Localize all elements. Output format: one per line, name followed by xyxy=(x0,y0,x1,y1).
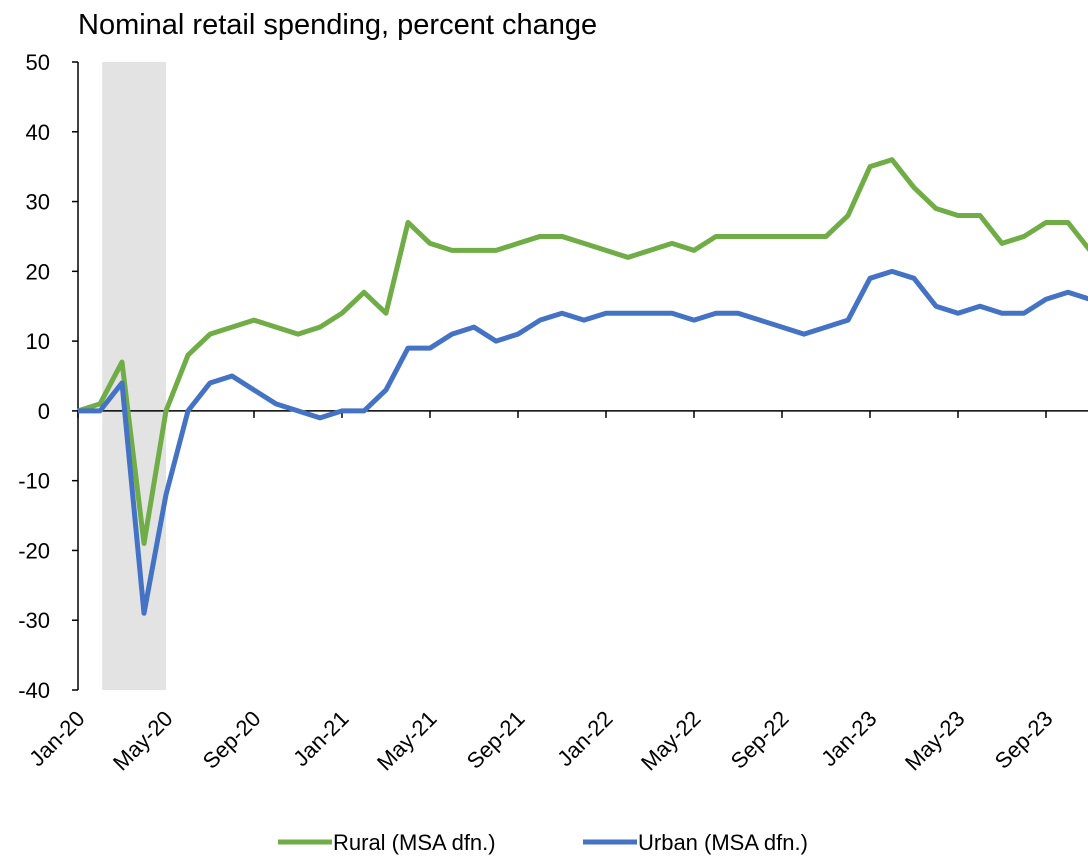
legend-label: Urban (MSA dfn.) xyxy=(638,830,808,855)
x-tick-label: Jan-22 xyxy=(552,706,617,771)
x-tick-label: Jan-23 xyxy=(816,706,881,771)
series-line xyxy=(77,157,1088,546)
series-line xyxy=(78,268,1088,616)
y-tick-label: 40 xyxy=(26,120,50,145)
shaded-region xyxy=(102,62,166,690)
y-tick-label: -20 xyxy=(18,538,50,563)
y-tick-label: 10 xyxy=(26,329,50,354)
y-tick-label: 0 xyxy=(38,399,50,424)
y-tick-label: 50 xyxy=(26,50,50,75)
x-tick-label: May-20 xyxy=(108,706,178,776)
y-tick-label: -40 xyxy=(18,678,50,703)
chart-title: Nominal retail spending, percent change xyxy=(78,9,597,41)
y-tick-label: -10 xyxy=(18,469,50,494)
x-tick-label: Sep-20 xyxy=(198,706,266,774)
x-tick-label: May-23 xyxy=(900,706,970,776)
y-tick-label: -30 xyxy=(18,608,50,633)
x-tick-label: Jan-20 xyxy=(24,706,89,771)
x-tick-label: Sep-23 xyxy=(990,706,1058,774)
x-tick-label: May-22 xyxy=(636,706,706,776)
y-tick-label: 30 xyxy=(26,190,50,215)
x-tick-label: May-21 xyxy=(372,706,442,776)
y-tick-label: 20 xyxy=(26,259,50,284)
x-tick-label: Sep-21 xyxy=(462,706,530,774)
x-tick-label: Jan-21 xyxy=(288,706,353,771)
legend-label: Rural (MSA dfn.) xyxy=(333,830,496,855)
x-tick-label: Sep-22 xyxy=(726,706,794,774)
